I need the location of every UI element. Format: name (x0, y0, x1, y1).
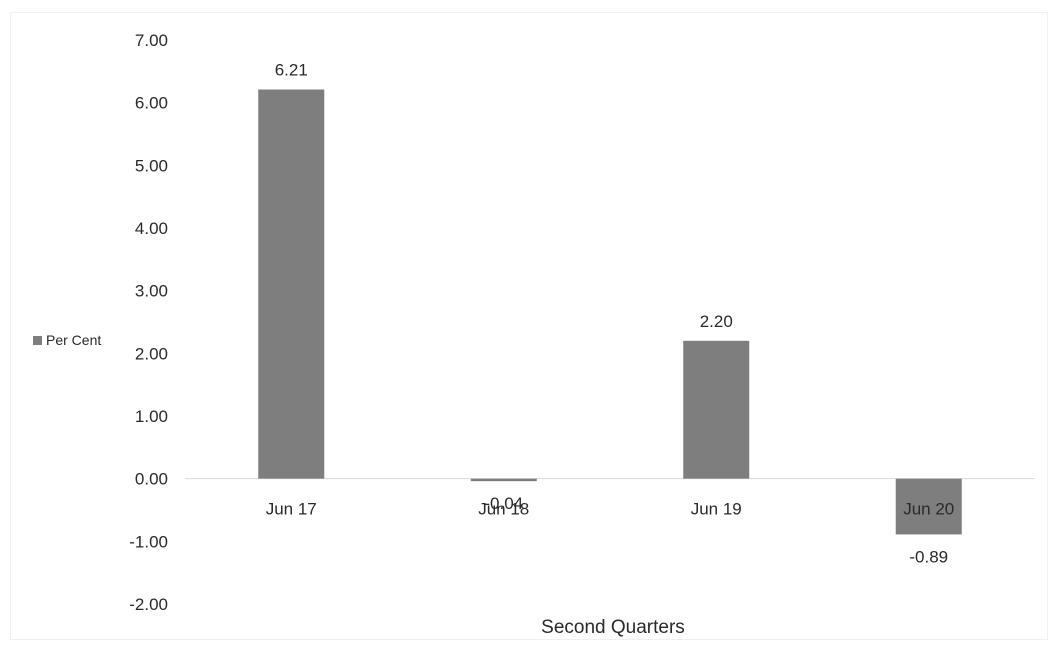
legend-label: Per Cent (46, 332, 101, 348)
y-tick-label: 7.00 (135, 31, 168, 50)
data-label: 2.20 (700, 312, 733, 331)
bar (683, 340, 750, 479)
x-category-label: Jun 17 (266, 500, 317, 519)
y-tick-label: 1.00 (135, 407, 168, 426)
bar (895, 478, 962, 535)
bar (258, 89, 325, 479)
bar (470, 478, 537, 482)
data-labels: 6.21 -0.04 2.20 -0.89 (275, 61, 948, 567)
y-tick-label: 2.00 (135, 344, 168, 363)
x-category-label: Jun 18 (478, 500, 529, 519)
chart-frame (10, 12, 1048, 640)
legend: Per Cent (33, 332, 101, 348)
bars (258, 89, 962, 535)
y-tick-label: -2.00 (129, 595, 168, 614)
y-tick-label: 5.00 (135, 156, 168, 175)
y-tick-label: 6.00 (135, 94, 168, 113)
data-label: -0.89 (909, 547, 948, 566)
data-label: 6.21 (275, 61, 308, 80)
y-tick-label: 4.00 (135, 219, 168, 238)
x-category-label: Jun 19 (691, 500, 742, 519)
legend-swatch (33, 336, 42, 345)
y-tick-label: 0.00 (135, 470, 168, 489)
x-axis-categories: Jun 17 Jun 18 Jun 19 Jun 20 (266, 500, 955, 519)
y-tick-label: 3.00 (135, 282, 168, 301)
y-tick-label: -1.00 (129, 532, 168, 551)
y-axis-ticks: 7.00 6.00 5.00 4.00 3.00 2.00 1.00 0.00 -1.00 -2.… (129, 31, 168, 614)
data-label: -0.04 (484, 494, 523, 513)
x-category-label: Jun 20 (903, 500, 954, 519)
x-axis-title: Second Quarters (541, 617, 685, 638)
